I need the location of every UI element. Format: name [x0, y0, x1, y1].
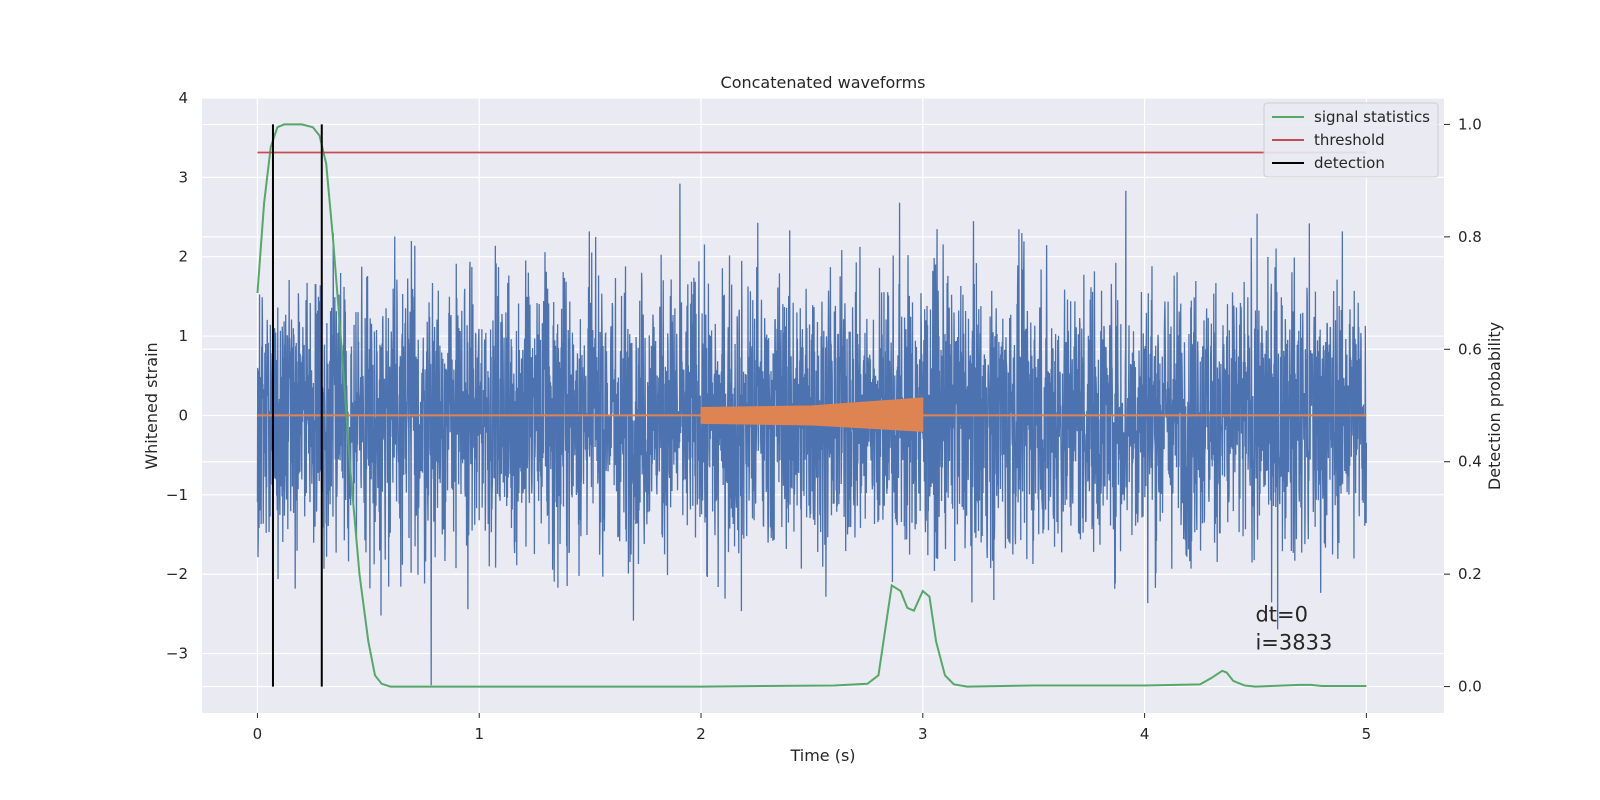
- injection-waveform: [700, 397, 924, 432]
- x-tick-label: 1: [474, 725, 484, 743]
- legend-label-detection: detection: [1314, 154, 1385, 172]
- x-axis-label: Time (s): [789, 746, 855, 765]
- strain-series-line: [256, 183, 1368, 686]
- y-tick-label-right: 0.4: [1458, 453, 1482, 471]
- x-tick-label: 0: [253, 725, 263, 743]
- x-tick-label: 5: [1362, 725, 1372, 743]
- signal-statistics-line: [256, 123, 1367, 688]
- y-tick-label: 3: [178, 168, 188, 186]
- legend-label-threshold: threshold: [1314, 131, 1385, 149]
- y-tick-label: 1: [178, 327, 188, 345]
- x-tick-label: 4: [1140, 725, 1150, 743]
- legend: signal statistics threshold detection: [1263, 102, 1439, 178]
- legend-box: [1263, 102, 1439, 178]
- chart-title: Concatenated waveforms: [721, 73, 926, 92]
- y-tick-label-right: 0.2: [1458, 565, 1482, 583]
- y-tick-label-right: 1.0: [1458, 115, 1482, 133]
- plot-area: [256, 123, 1368, 688]
- y-tick-label: −3: [166, 644, 188, 662]
- y-tick-label: 4: [178, 89, 188, 107]
- y-axis-label-right: Detection probability: [1485, 322, 1504, 490]
- y-axis-label: Whitened strain: [142, 342, 161, 469]
- y-tick-label-right: 0.8: [1458, 228, 1482, 246]
- annotation-dt: dt=0: [1255, 603, 1308, 627]
- y-tick-label: −2: [166, 565, 188, 583]
- annotation-i: i=3833: [1255, 631, 1332, 655]
- legend-label-signal-statistics: signal statistics: [1314, 108, 1430, 126]
- y-tick-label-right: 0.6: [1458, 340, 1482, 358]
- y-tick-label: −1: [166, 486, 188, 504]
- ticks: 0 1 2 3 4 5 −3 −2 −1 0 1 2 3 4 0.0 0.2 0.4 0.6 0.8 1.0: [166, 89, 1482, 743]
- x-tick-label: 2: [696, 725, 706, 743]
- y-tick-label: 2: [178, 248, 188, 266]
- y-tick-label-right: 0.0: [1458, 678, 1482, 696]
- y-tick-label: 0: [178, 406, 188, 424]
- x-tick-label: 3: [918, 725, 928, 743]
